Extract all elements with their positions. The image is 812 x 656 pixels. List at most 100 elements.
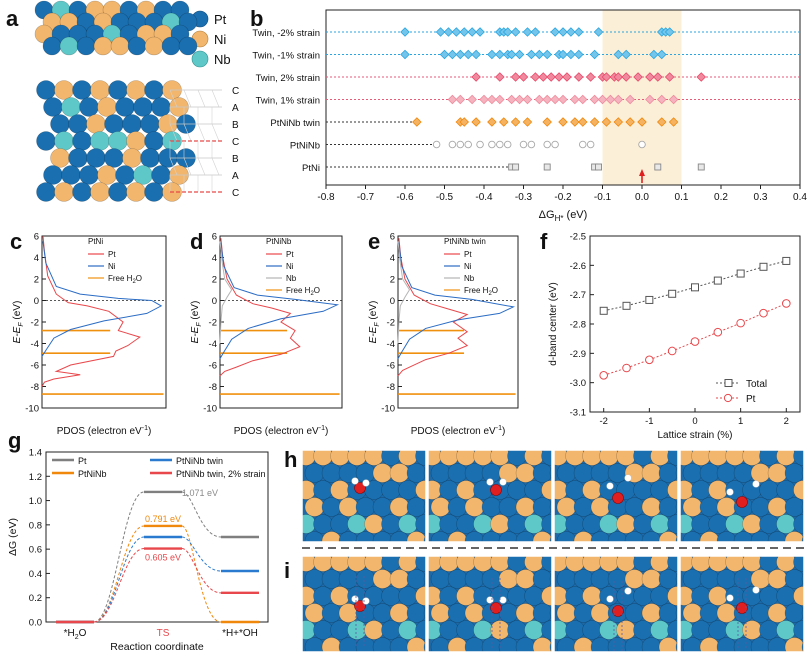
atom <box>767 463 788 483</box>
atom <box>716 569 737 589</box>
data-point <box>447 94 458 105</box>
snapshot-border <box>679 555 805 653</box>
legend-label: Pt <box>286 250 294 259</box>
data-point <box>467 27 477 37</box>
data-point <box>566 27 576 37</box>
atom <box>86 148 106 168</box>
atom <box>682 497 703 517</box>
data-point <box>570 94 580 105</box>
stacking-label: C <box>232 86 239 97</box>
atom <box>641 497 662 517</box>
atom <box>372 603 393 623</box>
pdos-curve-ni <box>41 241 163 357</box>
data-point <box>656 117 667 127</box>
data-point <box>546 72 556 82</box>
data-point <box>668 289 677 298</box>
atom <box>330 620 350 640</box>
stacking-edge <box>169 123 178 142</box>
panel-g-chart: 1.4 1.2 1.0 0.8 0.6 0.4 0.2 0.0 ΔG (eV) Reaction … <box>7 448 269 653</box>
data-point <box>542 117 552 127</box>
legend-label: Ni <box>108 262 116 271</box>
data-point <box>530 72 541 82</box>
y-tick-label: -10 <box>25 404 39 415</box>
snapshot-border <box>301 555 427 653</box>
data-point <box>479 94 489 105</box>
atom <box>61 97 81 117</box>
data-point <box>597 94 608 105</box>
data-point <box>667 346 677 356</box>
data-point <box>691 283 699 292</box>
legend-label: Pt <box>746 394 756 405</box>
atom <box>473 620 493 640</box>
atom <box>104 148 124 168</box>
data-point <box>510 117 521 127</box>
atom <box>355 637 376 652</box>
atom <box>93 36 113 56</box>
atom <box>524 514 544 534</box>
atom <box>573 637 594 652</box>
atom <box>624 569 645 589</box>
nb-atom-icon <box>191 50 209 68</box>
atom <box>616 620 636 640</box>
data-point <box>621 49 631 60</box>
data-point <box>455 49 466 60</box>
atom <box>406 497 426 517</box>
atom <box>667 450 678 466</box>
atom <box>490 514 510 534</box>
atom <box>767 569 788 589</box>
atom <box>140 114 160 134</box>
row-label: Twin, -1% strain <box>252 51 320 62</box>
oxygen-atom <box>612 605 624 617</box>
data-point <box>713 276 722 285</box>
atom <box>784 531 804 542</box>
atom <box>108 182 128 202</box>
atom <box>330 480 350 500</box>
stacking-label: A <box>232 103 239 114</box>
y-tick-label: 6 <box>212 232 217 243</box>
data-point <box>558 117 568 127</box>
snapshot-3 <box>553 555 679 653</box>
atom <box>784 569 804 589</box>
atom <box>658 531 678 542</box>
atom <box>144 182 164 202</box>
atom <box>776 620 796 640</box>
atom <box>338 569 359 589</box>
atom <box>439 514 459 534</box>
atom <box>658 637 678 652</box>
atom <box>43 165 63 185</box>
atom <box>658 569 678 589</box>
legend-marker <box>724 379 733 387</box>
data-point <box>622 363 631 373</box>
stacking-edge <box>183 89 192 108</box>
atom <box>59 36 79 56</box>
data-point <box>668 117 679 127</box>
data-point <box>488 140 496 149</box>
atom <box>708 480 728 500</box>
atom <box>381 514 401 534</box>
y-tick-label: -2 <box>209 318 217 329</box>
atom <box>464 603 485 623</box>
panel-letter-g: g <box>8 428 21 453</box>
data-point <box>566 49 576 60</box>
atom <box>658 497 678 517</box>
y-tick-label: 0.2 <box>29 593 42 604</box>
data-point <box>467 94 477 105</box>
atom <box>582 586 602 606</box>
atom <box>641 637 662 652</box>
atom <box>515 569 536 589</box>
atom <box>36 80 56 100</box>
panel-letter-a: a <box>6 6 19 31</box>
atom <box>633 586 653 606</box>
y-tick-label: 2 <box>212 275 217 286</box>
atom <box>456 514 476 534</box>
data-point <box>736 318 745 328</box>
atom <box>532 637 552 652</box>
atom <box>541 620 552 640</box>
atom <box>415 514 426 534</box>
atom <box>430 463 451 483</box>
atom <box>658 463 678 483</box>
hydrogen-atom <box>606 482 614 490</box>
atom <box>54 80 74 100</box>
atom <box>321 637 342 652</box>
